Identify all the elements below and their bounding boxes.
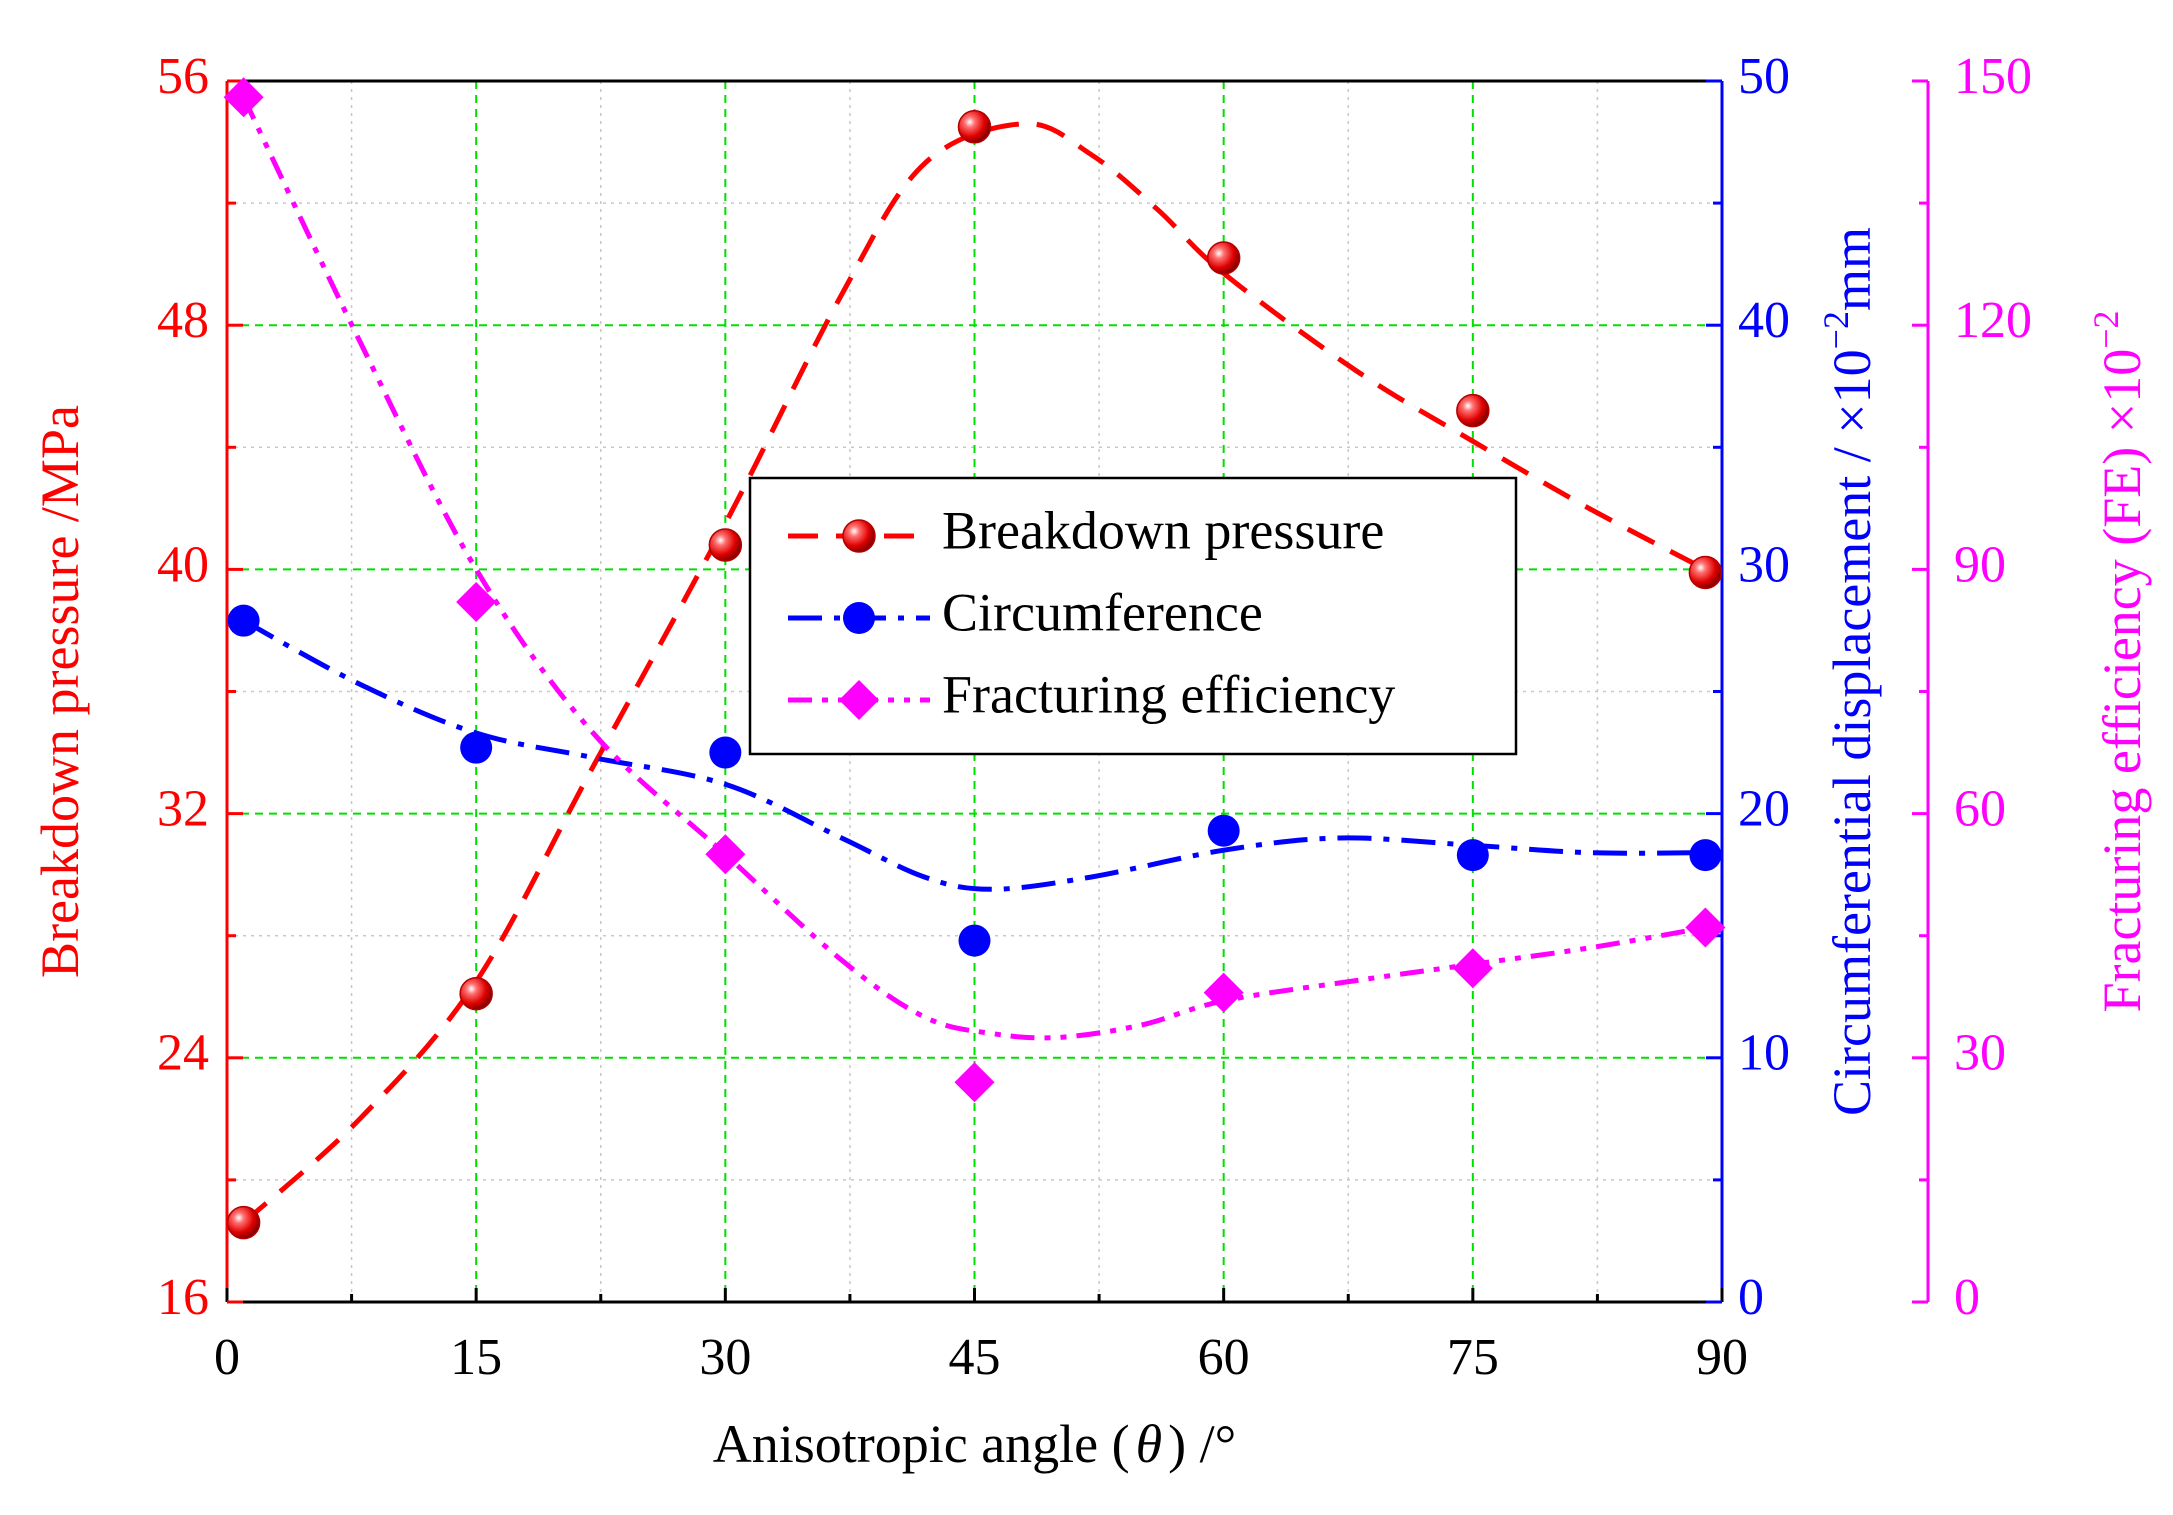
data-markers — [223, 77, 1726, 1240]
x-tick-label: 75 — [1447, 1329, 1499, 1386]
right-axis-title-unit: mm — [1822, 227, 1882, 311]
marker-series-0-point-2 — [708, 528, 743, 562]
right2-axis-title: Fracturing efficiency (FE) ×10−2 — [2086, 310, 2152, 1012]
right-tick-label: 50 — [1738, 48, 1790, 105]
right2-tick-label: 60 — [1954, 781, 2006, 838]
x-axis-title-post: ) /° — [1168, 1414, 1236, 1474]
right-tick-label: 30 — [1738, 536, 1790, 593]
x-tick-label: 0 — [214, 1329, 240, 1386]
marker-series-2-point-3 — [954, 1062, 995, 1103]
legend: Breakdown pressure Circumference Fracturin… — [748, 476, 1518, 756]
left-axis-title: Breakdown pressure /MPa — [30, 405, 90, 978]
x-tick-label: 90 — [1696, 1329, 1748, 1386]
left-tick-label: 16 — [157, 1269, 209, 1326]
right-tick-label: 10 — [1738, 1025, 1790, 1082]
legend-marker-1 — [843, 602, 875, 634]
marker-series-2-point-0 — [223, 77, 264, 118]
axis-labels: Anisotropic angle (θ) /° Breakdown pressu… — [30, 227, 2152, 1474]
legend-label-0: Breakdown pressure — [942, 500, 1384, 560]
right-axis-title: Circumferential displacement / ×10−2mm — [1816, 227, 1882, 1116]
x-axis-title-pre: Anisotropic angle ( — [713, 1414, 1130, 1474]
right2-tick-label: 120 — [1954, 292, 2032, 349]
x-axis-title-theta: θ — [1136, 1414, 1163, 1474]
left-tick-label: 32 — [157, 781, 209, 838]
x-tick-label: 15 — [450, 1329, 502, 1386]
left-tick-label: 48 — [157, 292, 209, 349]
fit-line-series-0 — [241, 121, 1707, 1225]
marker-series-2-point-4 — [1203, 972, 1244, 1013]
marker-series-1-point-2 — [709, 736, 742, 769]
legend-marker-0 — [842, 519, 876, 553]
x-tick-label: 30 — [699, 1329, 751, 1386]
right-tick-label: 0 — [1738, 1269, 1764, 1326]
right2-tick-label: 0 — [1954, 1269, 1980, 1326]
marker-series-1-point-6 — [1689, 839, 1722, 872]
legend-label-2: Fracturing efficiency — [942, 664, 1395, 724]
marker-series-0-point-6 — [1688, 555, 1723, 590]
marker-series-1-point-3 — [958, 924, 991, 957]
marker-series-1-point-4 — [1207, 814, 1240, 847]
marker-series-1-point-1 — [460, 731, 493, 764]
right-tick-label: 40 — [1738, 292, 1790, 349]
marker-series-0-point-1 — [459, 976, 493, 1011]
marker-series-2-point-6 — [1685, 907, 1726, 948]
marker-series-0-point-3 — [957, 110, 992, 144]
axes-frame — [225, 79, 1930, 1304]
marker-series-1-point-0 — [227, 604, 260, 637]
left-tick-label: 56 — [157, 48, 209, 105]
tick-labels: 0 15 30 45 60 75 90 16 24 32 40 48 56 0 10 20 30 40 50 0 30 6… — [157, 48, 2032, 1386]
right2-tick-label: 150 — [1954, 48, 2032, 105]
right-axis-title-prefix: / ×10 — [1822, 349, 1882, 462]
right-axis-title-main: Circumferential displacement — [1822, 462, 1882, 1116]
right2-axis-title-main: Fracturing efficiency (FE) ×10 — [2092, 349, 2152, 1013]
x-axis-title: Anisotropic angle (θ) /° — [713, 1414, 1237, 1474]
marker-series-2-point-2 — [705, 834, 746, 875]
x-tick-label: 60 — [1198, 1329, 1250, 1386]
right2-axis-title-exponent: −2 — [2086, 310, 2126, 348]
right2-tick-label: 90 — [1954, 536, 2006, 593]
right-axis-title-exponent: −2 — [1816, 311, 1856, 349]
marker-series-0-point-4 — [1206, 241, 1241, 275]
left-tick-label: 40 — [157, 536, 209, 593]
right2-tick-label: 30 — [1954, 1025, 2006, 1082]
left-tick-label: 24 — [157, 1025, 209, 1082]
marker-series-2-point-1 — [456, 581, 497, 622]
fit-line-series-2 — [241, 96, 1706, 1041]
marker-series-0-point-5 — [1456, 393, 1490, 428]
legend-label-1: Circumference — [942, 582, 1263, 642]
marker-series-0-point-0 — [226, 1205, 261, 1240]
marker-series-2-point-5 — [1452, 948, 1493, 989]
marker-series-1-point-5 — [1456, 839, 1489, 872]
legend-marker-2 — [839, 680, 879, 720]
right-tick-label: 20 — [1738, 781, 1790, 838]
x-tick-label: 45 — [949, 1329, 1001, 1386]
